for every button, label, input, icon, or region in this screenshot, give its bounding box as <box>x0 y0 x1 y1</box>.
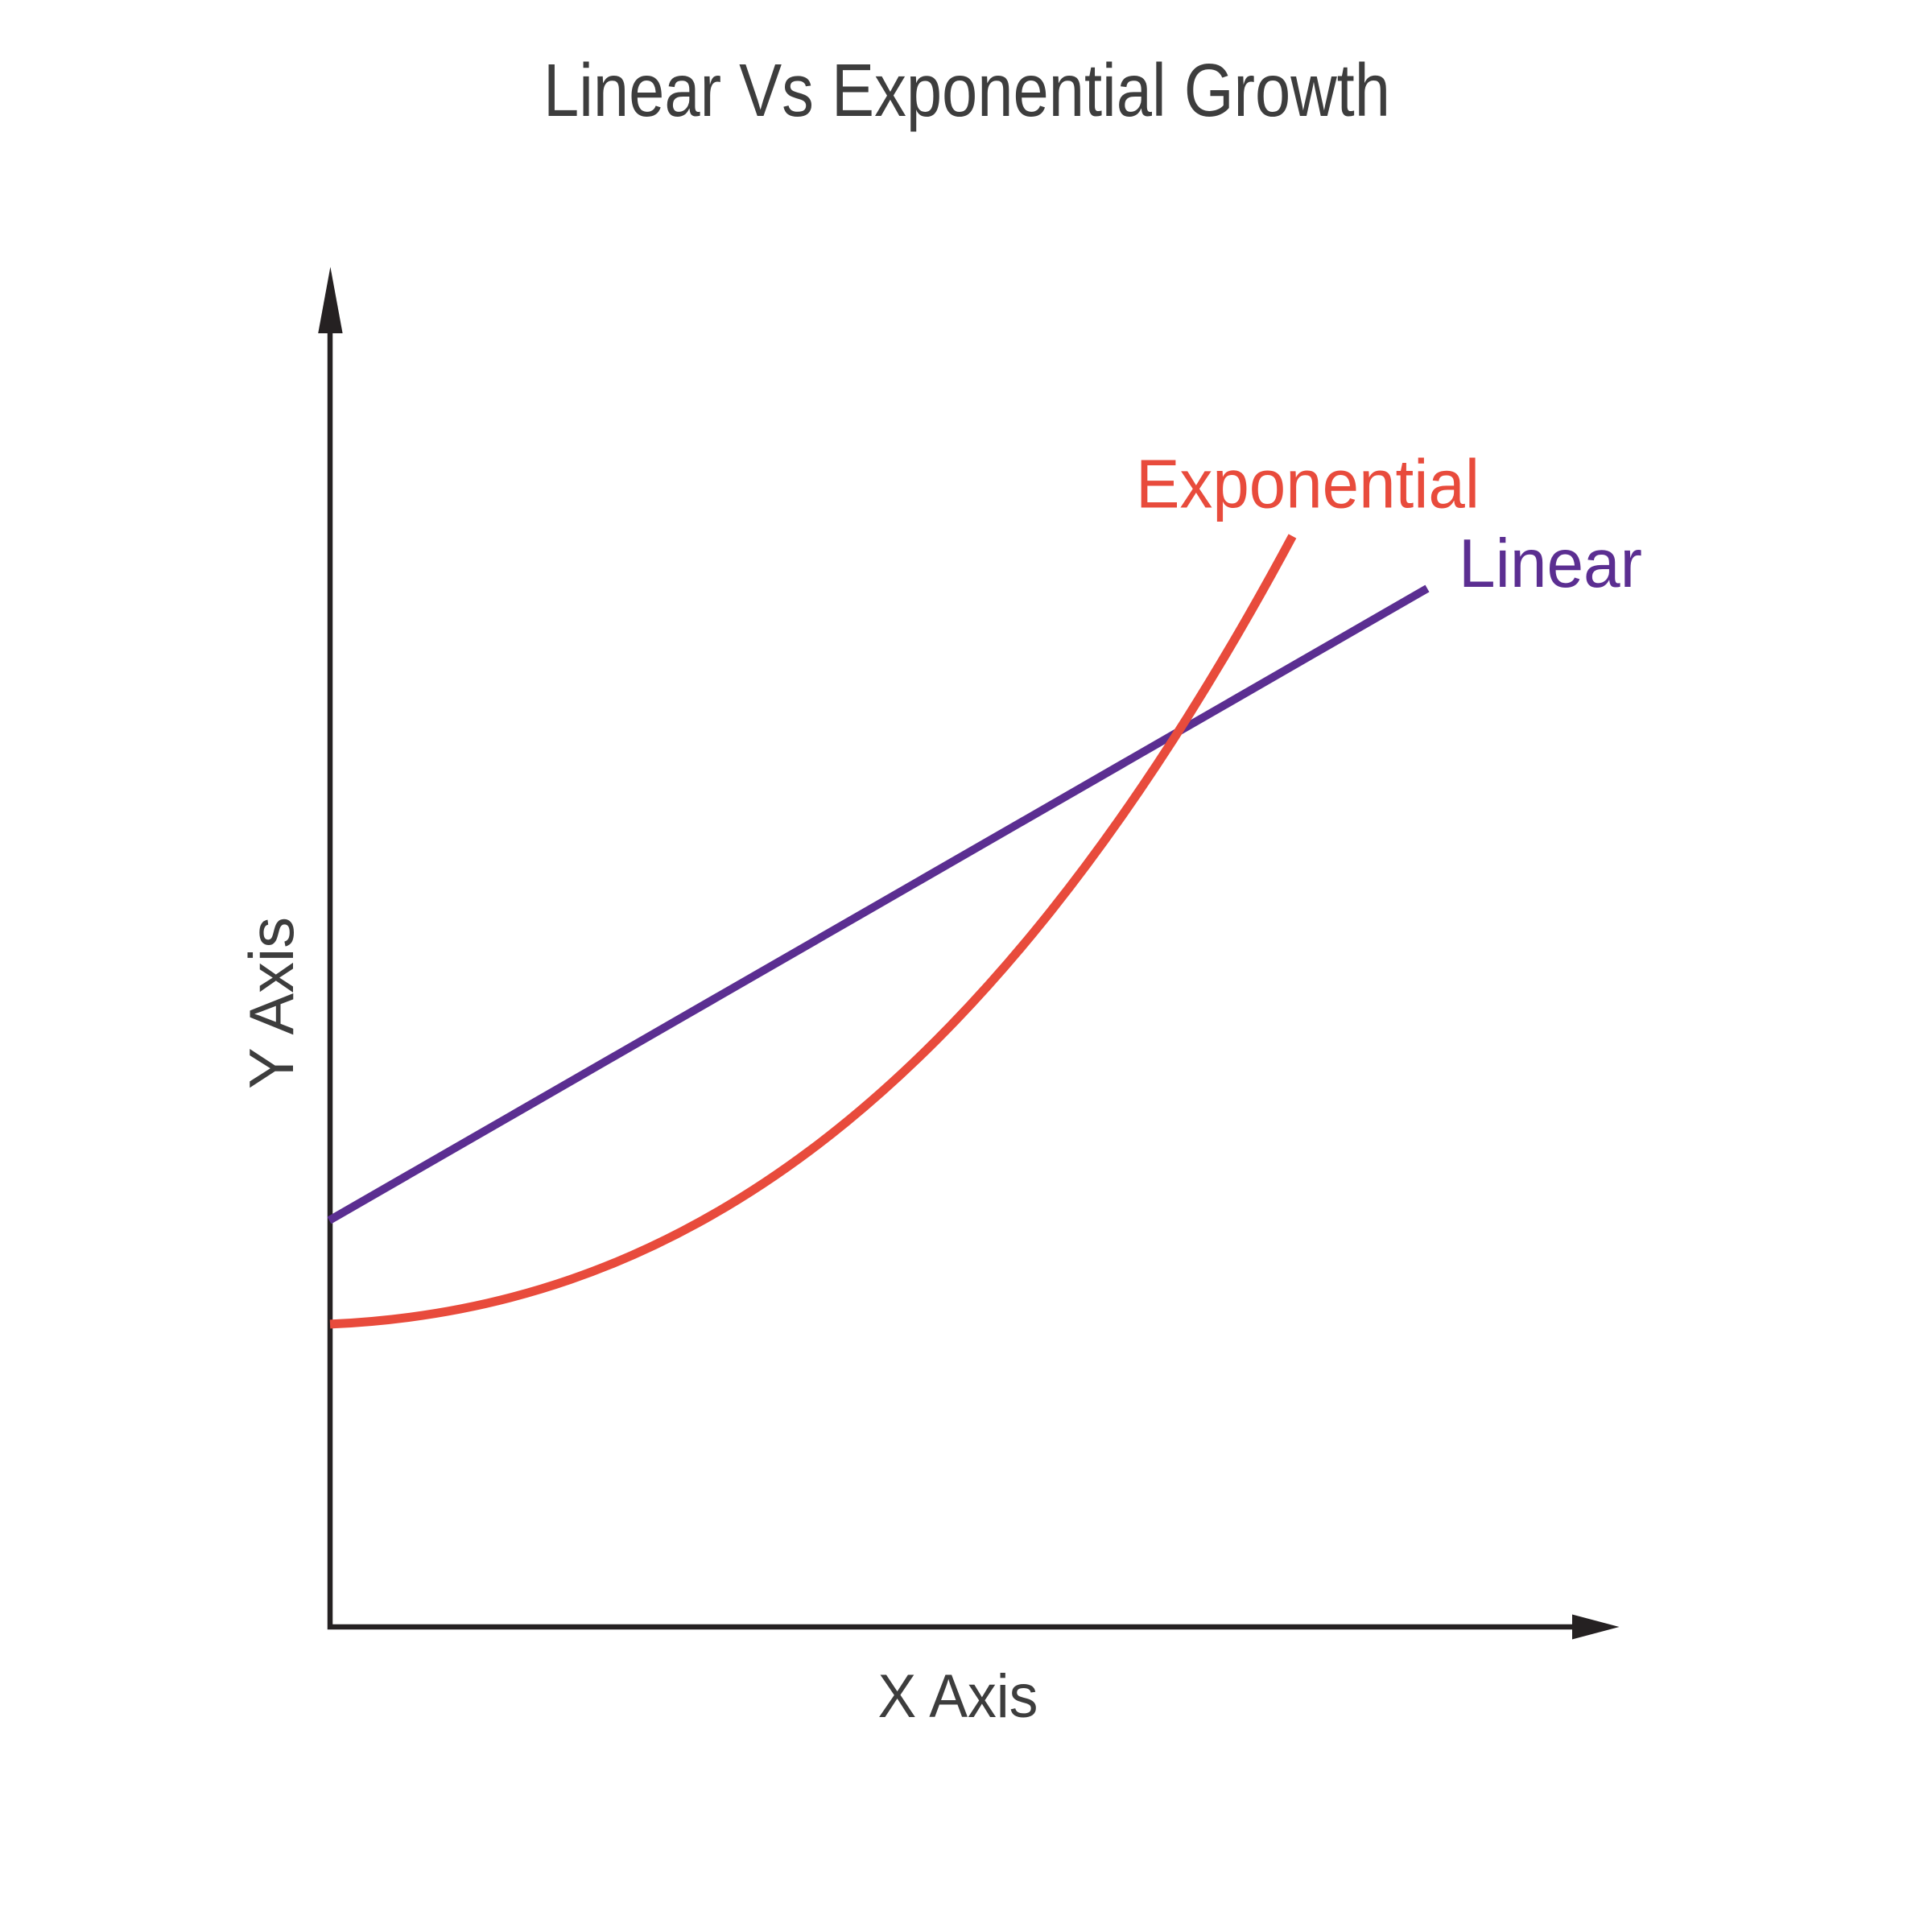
svg-text:Y Axis: Y Axis <box>236 917 307 1089</box>
svg-text:Linear: Linear <box>1459 526 1642 602</box>
svg-text:X Axis: X Axis <box>878 1662 1038 1731</box>
svg-text:Exponential: Exponential <box>1136 447 1480 523</box>
svg-text:Linear Vs Exponential Growth: Linear Vs Exponential Growth <box>543 48 1390 132</box>
